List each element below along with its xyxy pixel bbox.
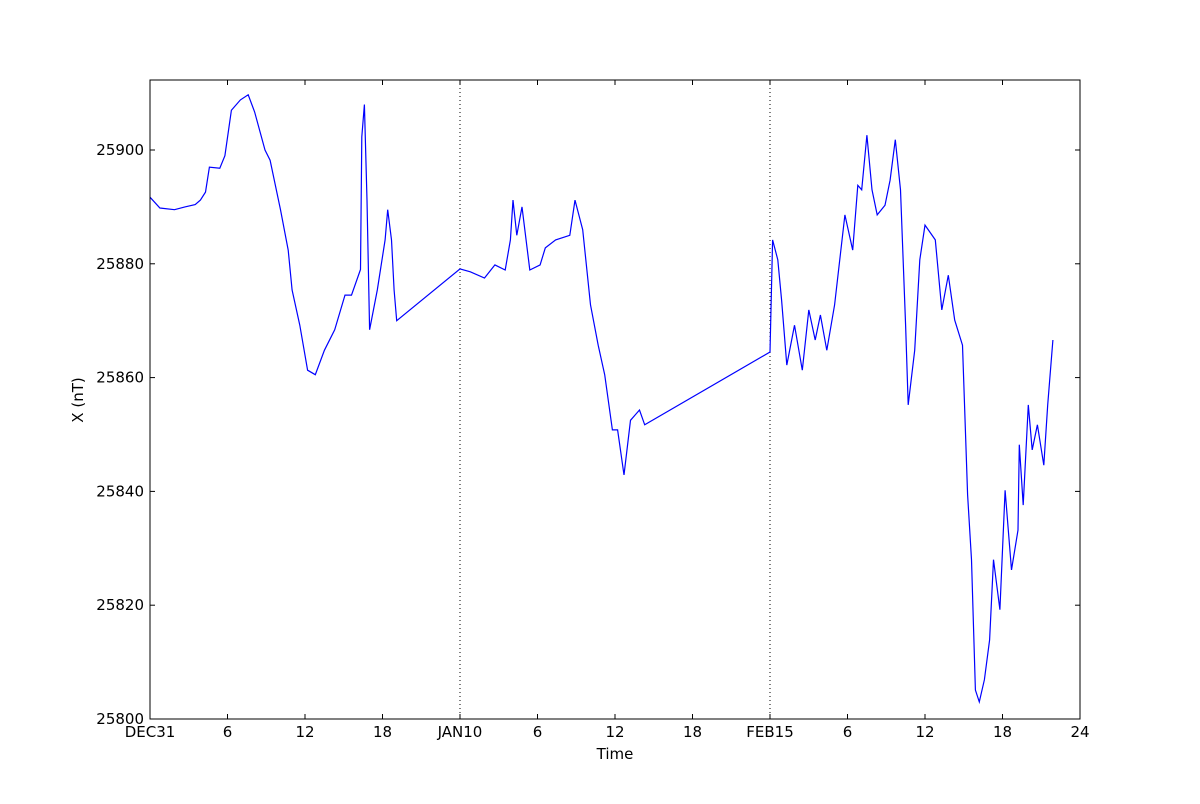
x-tick-label: FEB15 xyxy=(746,723,793,741)
x-tick-label: DEC31 xyxy=(125,723,176,741)
x-tick-label: 6 xyxy=(843,723,853,741)
y-tick-label: 25840 xyxy=(96,482,144,500)
y-tick-label: 25860 xyxy=(96,369,144,387)
x-axis-label: Time xyxy=(596,745,634,763)
axes-frame xyxy=(149,79,1081,720)
x-tick-label: 6 xyxy=(533,723,543,741)
x-tick-label: 12 xyxy=(605,723,624,741)
x-tick-label: 18 xyxy=(683,723,702,741)
x-tick-label: 24 xyxy=(1070,723,1089,741)
x-tick-label: 12 xyxy=(915,723,934,741)
y-tick-label: 25900 xyxy=(96,141,144,159)
x-axis-ticks: DEC31 6 12 18 JAN10 6 12 18 FEB15 6 12 18 24 xyxy=(125,80,1090,741)
y-axis-ticks: 25800 25820 25840 25860 25880 25900 xyxy=(96,141,1080,728)
y-axis-label: X (nT) xyxy=(69,377,87,422)
y-tick-label: 25800 xyxy=(96,710,144,728)
x-tick-label: 12 xyxy=(295,723,314,741)
day-separators xyxy=(459,80,771,719)
series-line-x-nT xyxy=(149,93,1054,705)
y-tick-label: 25820 xyxy=(96,596,144,614)
x-tick-label: JAN10 xyxy=(437,723,483,741)
x-tick-label: 18 xyxy=(993,723,1012,741)
y-tick-label: 25880 xyxy=(96,255,144,273)
x-tick-label: 6 xyxy=(223,723,233,741)
x-tick-label: 18 xyxy=(373,723,392,741)
